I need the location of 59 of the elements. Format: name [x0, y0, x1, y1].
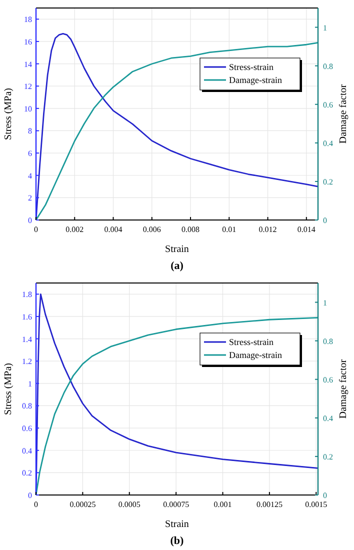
y-tick-label: 0.6 [22, 424, 32, 434]
y2-axis-title: Damage factor [338, 358, 349, 419]
y-tick-label: 18 [24, 15, 32, 24]
y-tick-label: 6 [28, 149, 32, 158]
y2-tick-label: 0.2 [323, 177, 333, 186]
x-tick-label: 0.014 [297, 225, 316, 234]
y-tick-label: 16 [24, 37, 32, 46]
y-tick-label: 0.2 [22, 468, 32, 478]
y2-tick-label: 0 [323, 491, 327, 500]
y2-axis-title: Damage factor [338, 84, 349, 144]
y2-tick-label: 0.6 [323, 375, 333, 384]
x-tick-label: 0.002 [66, 225, 84, 234]
x-tick-label: 0.0005 [118, 500, 140, 509]
legend-label: Damage-strain [229, 350, 282, 360]
y-tick-label: 2 [28, 194, 32, 203]
x-tick-label: 0 [34, 500, 38, 509]
legend-label: Damage-strain [229, 75, 282, 85]
y2-tick-label: 1 [323, 298, 327, 308]
x-tick-label: 0.006 [142, 225, 161, 234]
y-tick-label: 8 [28, 126, 32, 136]
y2-tick-label: 0 [323, 216, 327, 225]
legend-label: Stress-strain [229, 62, 274, 72]
y-tick-label: 1.8 [22, 290, 32, 300]
y-tick-label: 4 [28, 171, 32, 180]
y2-tick-label: 0.8 [323, 62, 333, 71]
x-tick-label: 0.001 [214, 500, 232, 509]
y-tick-label: 1.2 [22, 357, 32, 366]
x-tick-label: 0 [34, 225, 38, 234]
x-tick-label: 0.00075 [163, 500, 190, 509]
y2-tick-label: 0.2 [323, 452, 333, 462]
x-tick-label: 0.008 [182, 225, 200, 234]
y-tick-label: 0.8 [22, 402, 32, 411]
x-tick-label: 0.00125 [256, 500, 282, 509]
x-tick-label: 0.00025 [70, 500, 96, 509]
y-tick-label: 0 [28, 491, 32, 500]
text: (b) [170, 535, 184, 547]
y2-tick-label: 0.4 [323, 414, 333, 423]
x-tick-label: 0.0015 [305, 500, 328, 509]
y-axis-title: Stress (MPa) [3, 88, 14, 140]
x-tick-label: 0.01 [222, 225, 236, 234]
y2-tick-label: 1 [323, 23, 327, 32]
y-tick-label: 1 [28, 379, 32, 388]
y-tick-label: 0 [28, 216, 32, 225]
y2-tick-label: 0.6 [323, 100, 333, 110]
text: (a) [170, 260, 184, 272]
x-tick-label: 0.012 [258, 225, 277, 234]
y-tick-label: 1.4 [22, 334, 32, 344]
y-tick-label: 14 [24, 60, 32, 69]
x-tick-label: 0.004 [104, 225, 122, 234]
x-axis-title: Strain [165, 519, 189, 530]
y2-tick-label: 0.8 [323, 336, 333, 346]
y-tick-label: 10 [24, 104, 32, 114]
y-tick-label: 12 [24, 82, 32, 92]
y-axis-title: Stress (MPa) [3, 363, 14, 415]
y2-tick-label: 0.4 [323, 138, 333, 148]
y-tick-label: 1.6 [22, 312, 32, 322]
y-tick-label: 0.4 [22, 446, 32, 456]
legend-label: Stress-strain [229, 337, 274, 347]
x-axis-title: Strain [165, 244, 189, 255]
